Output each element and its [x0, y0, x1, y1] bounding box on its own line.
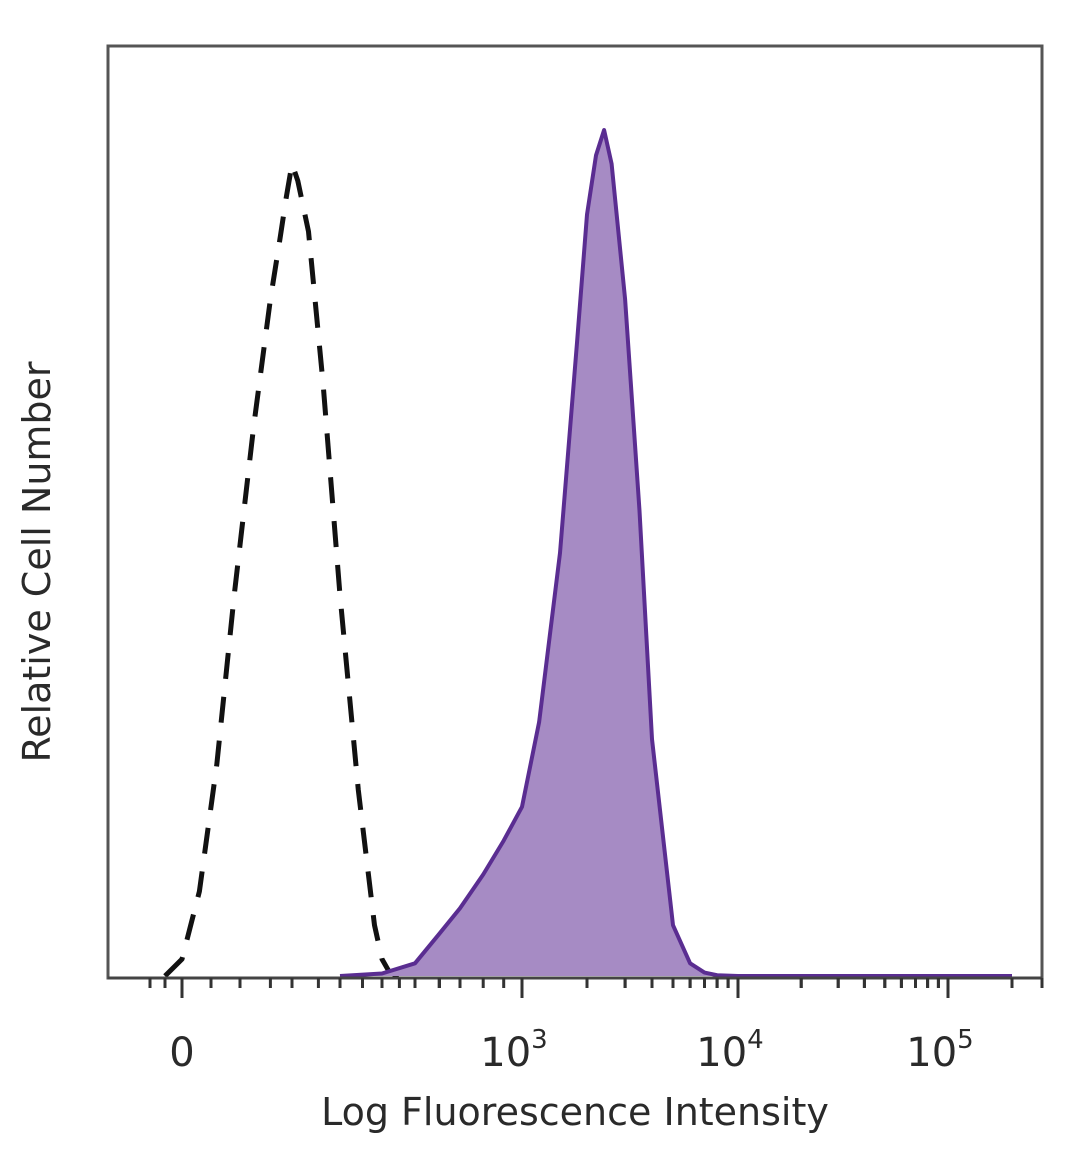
- x-axis-label: Log Fluorescence Intensity: [321, 1090, 829, 1134]
- x-tick-label-3: 105: [906, 1025, 973, 1076]
- series-layer: [108, 128, 1042, 980]
- series-line-1: [339, 128, 1012, 978]
- series-line-0: [163, 161, 404, 979]
- x-tick-label-1: 103: [480, 1025, 547, 1076]
- x-axis-ticks: [148, 978, 1044, 998]
- x-axis-tick-labels: 0 103 104 105: [169, 1025, 973, 1076]
- x-tick-label-2: 104: [696, 1025, 763, 1076]
- x-tick-label-0: 0: [169, 1030, 194, 1076]
- y-axis-label: Relative Cell Number: [15, 361, 59, 762]
